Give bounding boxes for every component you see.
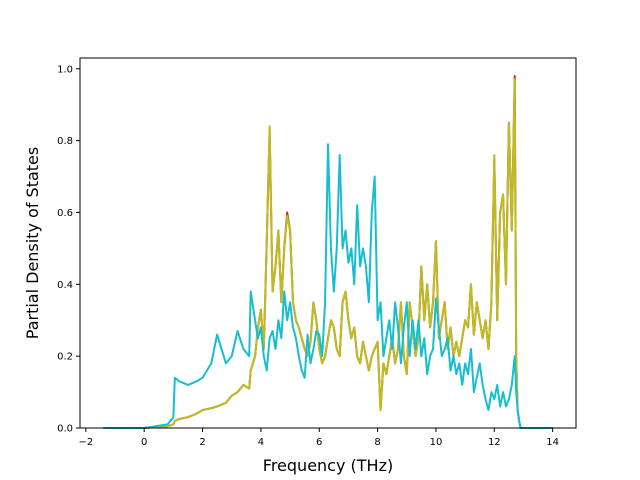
- x-axis: −2 0 2 4 6 8 10 12 14: [78, 428, 559, 448]
- x-tick-label: 12: [488, 437, 501, 448]
- y-tick-label: 1.0: [57, 64, 73, 75]
- x-tick-label: −2: [78, 437, 93, 448]
- y-tick-label: 0.2: [57, 352, 73, 363]
- y-tick-label: 0.6: [57, 208, 73, 219]
- x-axis-label: Frequency (THz): [263, 456, 393, 475]
- x-tick-label: 10: [430, 437, 443, 448]
- x-tick-label: 8: [374, 437, 380, 448]
- x-tick-label: 0: [141, 437, 147, 448]
- x-tick-label: 4: [258, 437, 264, 448]
- x-tick-label: 14: [546, 437, 559, 448]
- x-tick-label: 2: [199, 437, 205, 448]
- series-line-2: [103, 78, 553, 429]
- series-line-3: [103, 143, 553, 429]
- y-axis-label: Partial Density of States: [23, 147, 42, 339]
- y-tick-label: 0.8: [57, 136, 73, 147]
- y-axis: 0.0 0.2 0.4 0.6 0.8 1.0: [57, 64, 80, 435]
- plot-frame: [79, 57, 577, 429]
- x-tick-label: 6: [316, 437, 322, 448]
- y-tick-label: 0.0: [57, 424, 73, 435]
- y-tick-label: 0.4: [57, 280, 73, 291]
- series-layer: [103, 74, 553, 429]
